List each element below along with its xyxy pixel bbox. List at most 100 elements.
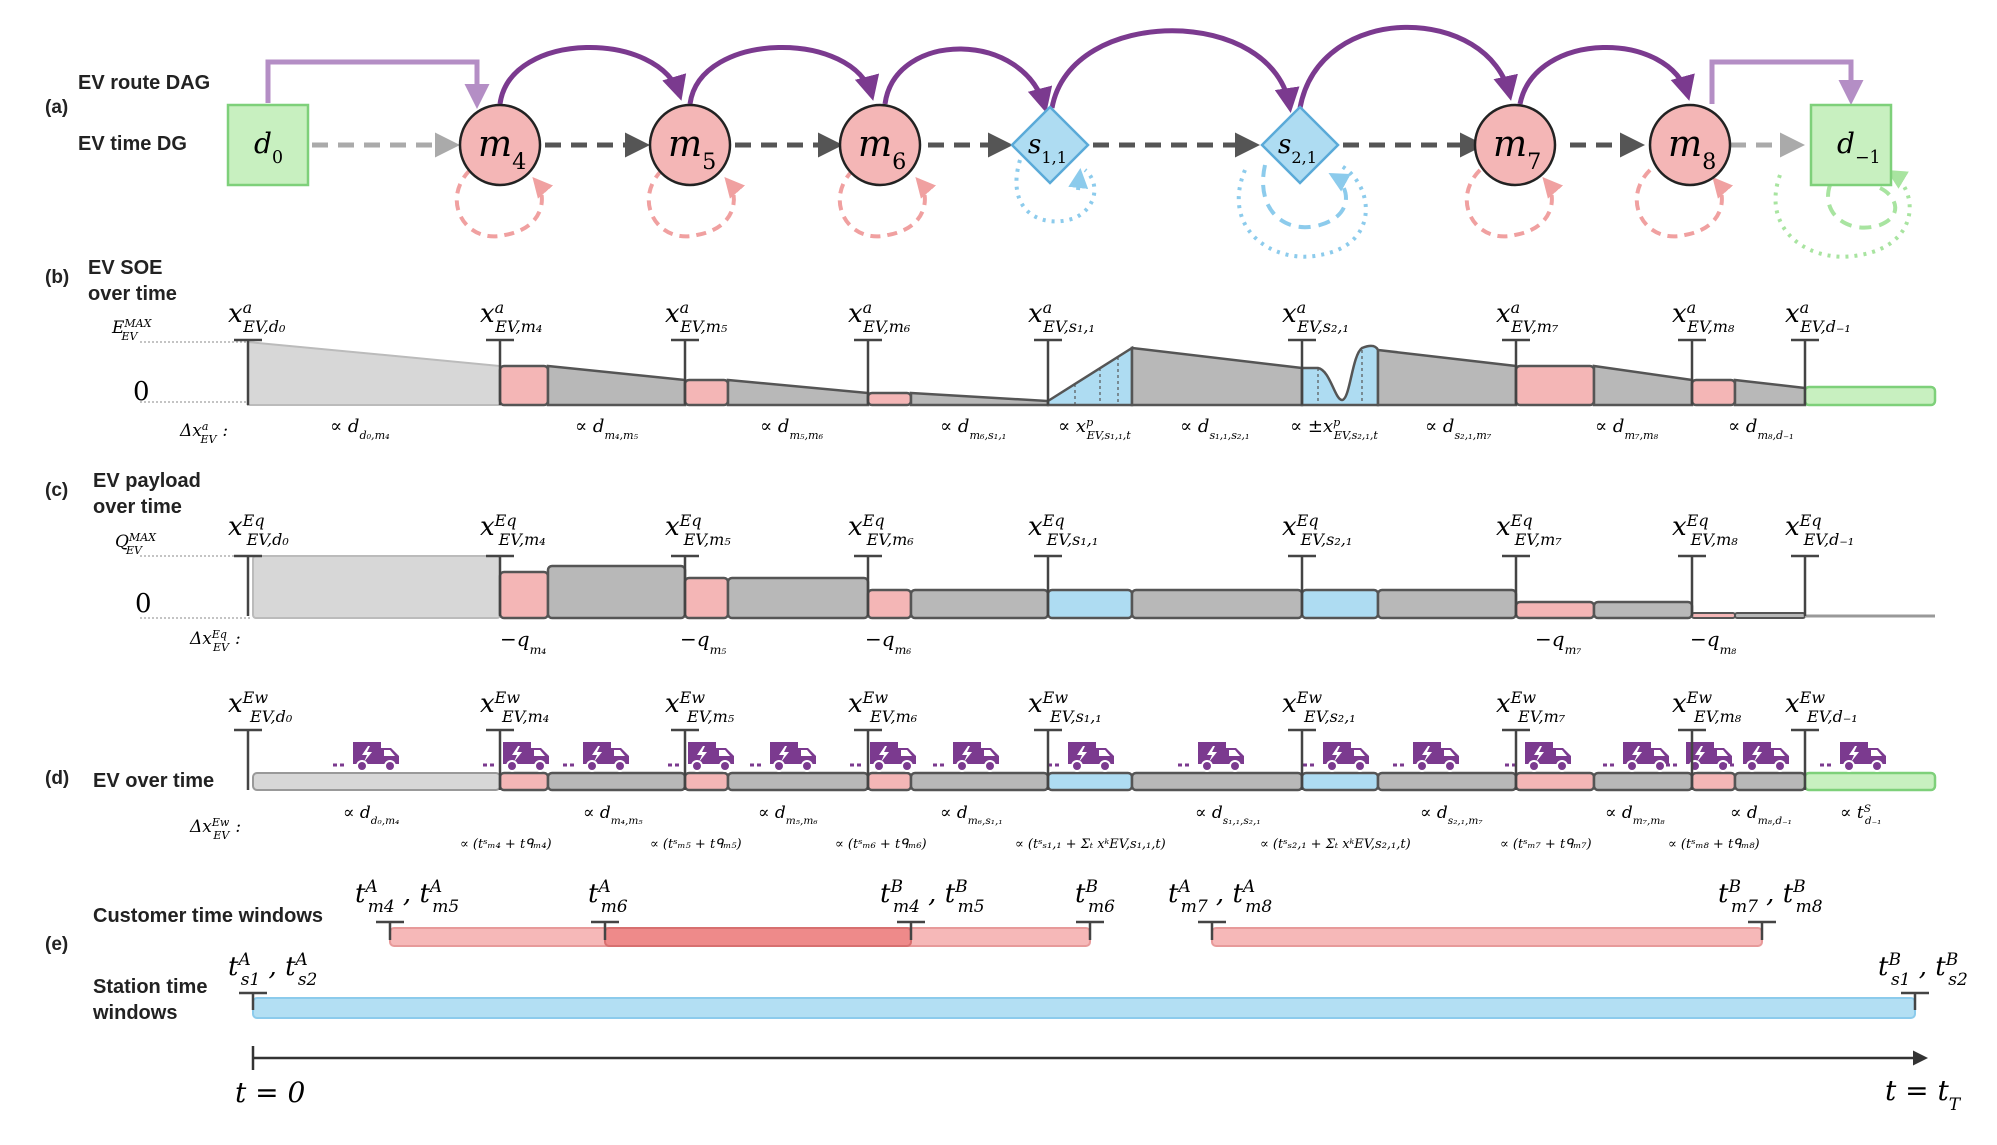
soe-delta-1: ∝ dm₄,m₅ — [575, 416, 639, 442]
truck-icon — [1839, 741, 1887, 772]
payload-delta-label: ΔxEq EV: — [189, 628, 241, 654]
soe-travel-s21-m7 — [1376, 348, 1518, 407]
emax-label: EMAX EV — [111, 317, 153, 343]
route-dag-label: EV route DAG — [78, 72, 210, 94]
station-windows-label-line2: windows — [92, 1002, 177, 1024]
node-label-dm1: d−1 — [1837, 127, 1881, 168]
route-arc-m6-s11 — [882, 46, 1053, 113]
payload-service-m8 — [1691, 612, 1736, 619]
payload-markers-label-8: xEq EV,d₋₁ — [1785, 511, 1854, 549]
customer-windows-label: Customer time windows — [93, 905, 323, 927]
payload-markers-label-5: xEq EV,s₂,₁ — [1282, 511, 1352, 549]
node-m8: m8 — [1648, 103, 1732, 187]
ev-markers-label-5: xEw EV,s₂,₁ — [1282, 688, 1356, 726]
route-arc-s11-s21 — [1049, 28, 1300, 113]
ev-station-s21 — [1300, 771, 1380, 792]
payload-markers-label-1: xEq EV,m₄ — [480, 511, 546, 549]
soe-label-line2: over time — [88, 283, 177, 305]
ev-travel-m6-s11 — [909, 771, 1050, 792]
self-loop-s21-outer — [1236, 163, 1368, 259]
payload-zero-label: 0 — [135, 589, 152, 619]
ev-delta-service-1: ∝ (tˢₘ₅ + tᑫₘ₅) — [650, 837, 742, 852]
ev-delta-travel-4: ∝ ds₁,₁,s₂,₁ — [1195, 803, 1261, 827]
soe-markers: xa EV,d₀ xa EV,m₄ xa EV,m₅ xa EV,m₆ xa EV,s₁,₁ xa E… — [228, 298, 1851, 405]
node-label-m6: m6 — [858, 124, 906, 175]
truck-icon — [582, 741, 630, 772]
self-loop-m7 — [1464, 168, 1564, 239]
truck-icon — [1412, 741, 1460, 772]
payload-travel-s21-m7 — [1376, 588, 1518, 620]
ev-markers: xEw EV,d₀ xEw EV,m₄ xEw EV,m₅ xEw EV,m₆ xEw EV,s₁… — [228, 688, 1858, 790]
soe-charge-s11-steps — [1074, 357, 1119, 405]
payload-delta-4: −qm₈ — [1690, 627, 1736, 657]
payload-markers-label-3: xEq EV,m₆ — [848, 511, 914, 549]
ev-markers-label-6: xEw EV,m₇ — [1496, 688, 1566, 726]
ev-travel-m5-m6 — [726, 771, 870, 792]
time-dg-label: EV time DG — [78, 133, 187, 155]
route-arc-m8-dm1 — [1709, 59, 1864, 105]
soe-charge-s11 — [1046, 345, 1134, 407]
payload-markers-label-2: xEq EV,m₅ — [665, 511, 731, 549]
route-arc-m5-m6 — [687, 45, 880, 105]
soe-delta-4: ∝ xp EV,s₁,₁,t — [1058, 416, 1131, 442]
panel-a-label: (a) — [45, 97, 68, 118]
soe-delta-8: ∝ dm₇,m₈ — [1595, 416, 1659, 442]
ev-service-m4 — [498, 771, 550, 792]
node-label-s21: s2,1 — [1278, 130, 1317, 167]
window-overlap — [604, 927, 912, 947]
node-s11: s1,1 — [1010, 105, 1090, 185]
soe-depot-dm1 — [1803, 385, 1937, 407]
truck-icon — [1067, 741, 1115, 772]
self-loop-m5 — [646, 168, 746, 239]
panel-c-label: (c) — [45, 480, 68, 501]
soe-charge-s21-steps — [1317, 350, 1363, 405]
payload-travel-m7-m8 — [1592, 600, 1694, 620]
truck-icon — [352, 741, 400, 772]
route-arc-m4-m5 — [497, 45, 687, 105]
route-graph: d0 m4 m5 m6 s1,1 s2,1 m7 m8 d−1 — [226, 24, 1912, 259]
soe-service-m5 — [683, 378, 730, 407]
soe-markers-label-4: xa EV,s₁,₁ — [1028, 298, 1095, 336]
soe-service-m4 — [498, 364, 550, 407]
self-loop-m8 — [1634, 168, 1734, 239]
ev-markers-label-8: xEw EV,d₋₁ — [1785, 688, 1858, 726]
soe-markers-label-1: xa EV,m₄ — [480, 298, 542, 336]
ev-markers-label-2: xEw EV,m₅ — [665, 688, 735, 726]
ev-delta-travel-2: ∝ dm₅,m₆ — [758, 803, 818, 827]
payload-travel-m4-m5 — [546, 564, 687, 620]
window-label-7: tB s1 , tB s2 — [1878, 950, 1968, 990]
ev-markers-label-3: xEw EV,m₆ — [848, 688, 918, 726]
window-label-4: tA m7 , tA m8 — [1168, 877, 1272, 917]
soe-travel-m4-m5 — [546, 364, 687, 407]
payload-markers-label-7: xEq EV,m₈ — [1672, 511, 1738, 549]
soe-markers-label-3: xa EV,m₆ — [848, 298, 911, 336]
payload-delta-1: −qm₅ — [680, 627, 726, 657]
ev-delta-label: ΔxEw EV: — [189, 816, 241, 842]
panel-e-label: (e) — [45, 934, 68, 955]
ev-delta-travel-8: ∝ tS d₋₁ — [1840, 803, 1881, 827]
ev-delta-travel-3: ∝ dm₆,s₁,₁ — [940, 803, 1003, 827]
soe-travel-m7-m8 — [1592, 364, 1694, 407]
soe-markers-label-6: xa EV,m₇ — [1496, 298, 1559, 336]
soe-markers-label-0: xa EV,d₀ — [228, 298, 286, 336]
truck-icon — [502, 741, 550, 772]
soe-delta-5: ∝ ds₁,₁,s₂,₁ — [1180, 416, 1249, 442]
panel-b-label: (b) — [45, 267, 69, 288]
payload-markers: xEq EV,d₀ xEq EV,m₄ xEq EV,m₅ xEq EV,m₆ xEq EV,s₁… — [228, 511, 1854, 616]
ev-travel-m4-m5 — [546, 771, 687, 792]
node-m5: m5 — [648, 103, 732, 187]
payload-panel: QMAX EV 0 ΔxEq EV: xEq EV,d₀ xEq EV,m₄ xEq EV,m… — [115, 511, 1935, 657]
ev-depot-dm1 — [1803, 771, 1937, 792]
route-arc-s21-m7 — [1297, 24, 1518, 109]
soe-deltas: ∝ dd₀,m₄ ∝ dm₄,m₅ ∝ dm₅,m₆ ∝ dm₆,s₁,₁ ∝ xp EV… — [330, 416, 1794, 442]
panel-d-label: (d) — [45, 768, 69, 789]
payload-delta-3: −qm₇ — [1535, 627, 1581, 657]
ev-delta-travel-1: ∝ dm₄,m₅ — [583, 803, 643, 827]
ev-markers-label-4: xEw EV,s₁,₁ — [1028, 688, 1102, 726]
payload-markers-label-0: xEq EV,d₀ — [228, 511, 289, 549]
payload-label-line1: EV payload — [93, 470, 201, 492]
ev-delta-service-2: ∝ (tˢₘ₆ + tᑫₘ₆) — [835, 837, 927, 852]
payload-service-m6 — [866, 588, 913, 620]
soe-service-m7 — [1514, 364, 1596, 407]
soe-panel: EMAX EV 0 Δxa EV: xa EV,d₀ xa EV,m₄ xa EV,m₅ xa E… — [111, 298, 1937, 446]
